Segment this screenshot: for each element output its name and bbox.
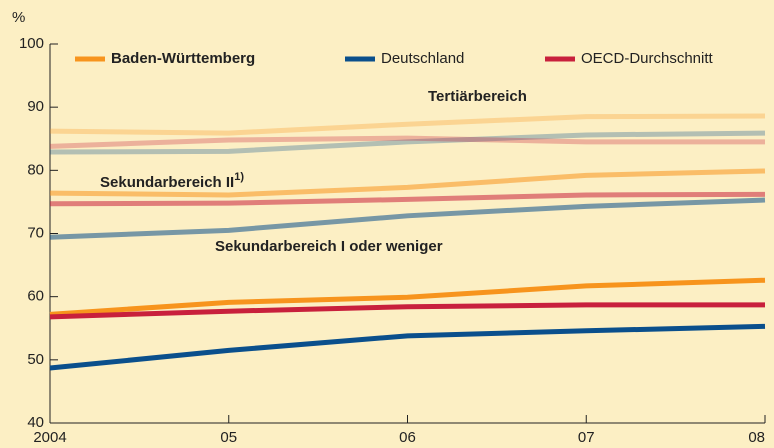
y-tick-label: 100 bbox=[19, 35, 44, 52]
group-label: Sekundarbereich I oder weniger bbox=[215, 238, 443, 255]
legend-label: Baden-Württemberg bbox=[111, 50, 255, 67]
x-tick-label: 2004 bbox=[33, 429, 66, 446]
legend-label: Deutschland bbox=[381, 50, 464, 67]
x-tick-label: 07 bbox=[578, 429, 595, 446]
line bbox=[49, 130, 766, 155]
group-label-text: Sekundarbereich I oder weniger bbox=[215, 238, 443, 255]
y-axis-label: % bbox=[12, 9, 25, 26]
y-tick-label: 70 bbox=[27, 224, 44, 241]
group-label: Sekundarbereich II1) bbox=[100, 171, 244, 191]
line bbox=[49, 197, 766, 240]
legend-label: OECD-Durchschnitt bbox=[581, 50, 714, 67]
group-label: Tertiärbereich bbox=[428, 88, 527, 105]
y-tick-label: 90 bbox=[27, 98, 44, 115]
y-tick-label: 80 bbox=[27, 161, 44, 178]
x-tick-label: 06 bbox=[399, 429, 416, 446]
line bbox=[49, 168, 766, 198]
line bbox=[49, 277, 766, 317]
line bbox=[49, 323, 766, 371]
group-label-text: Sekundarbereich II bbox=[100, 174, 234, 191]
line bbox=[49, 191, 766, 207]
line bbox=[49, 113, 766, 136]
line bbox=[49, 135, 765, 149]
x-tick-label: 08 bbox=[748, 429, 765, 446]
line bbox=[49, 302, 765, 320]
y-tick-label: 50 bbox=[27, 351, 44, 368]
group-label-text: Tertiärbereich bbox=[428, 88, 527, 105]
y-tick-label: 60 bbox=[27, 288, 44, 305]
y-tick-label: 40 bbox=[27, 414, 44, 431]
footnote: 1) bbox=[234, 171, 244, 183]
x-tick-label: 05 bbox=[220, 429, 237, 446]
